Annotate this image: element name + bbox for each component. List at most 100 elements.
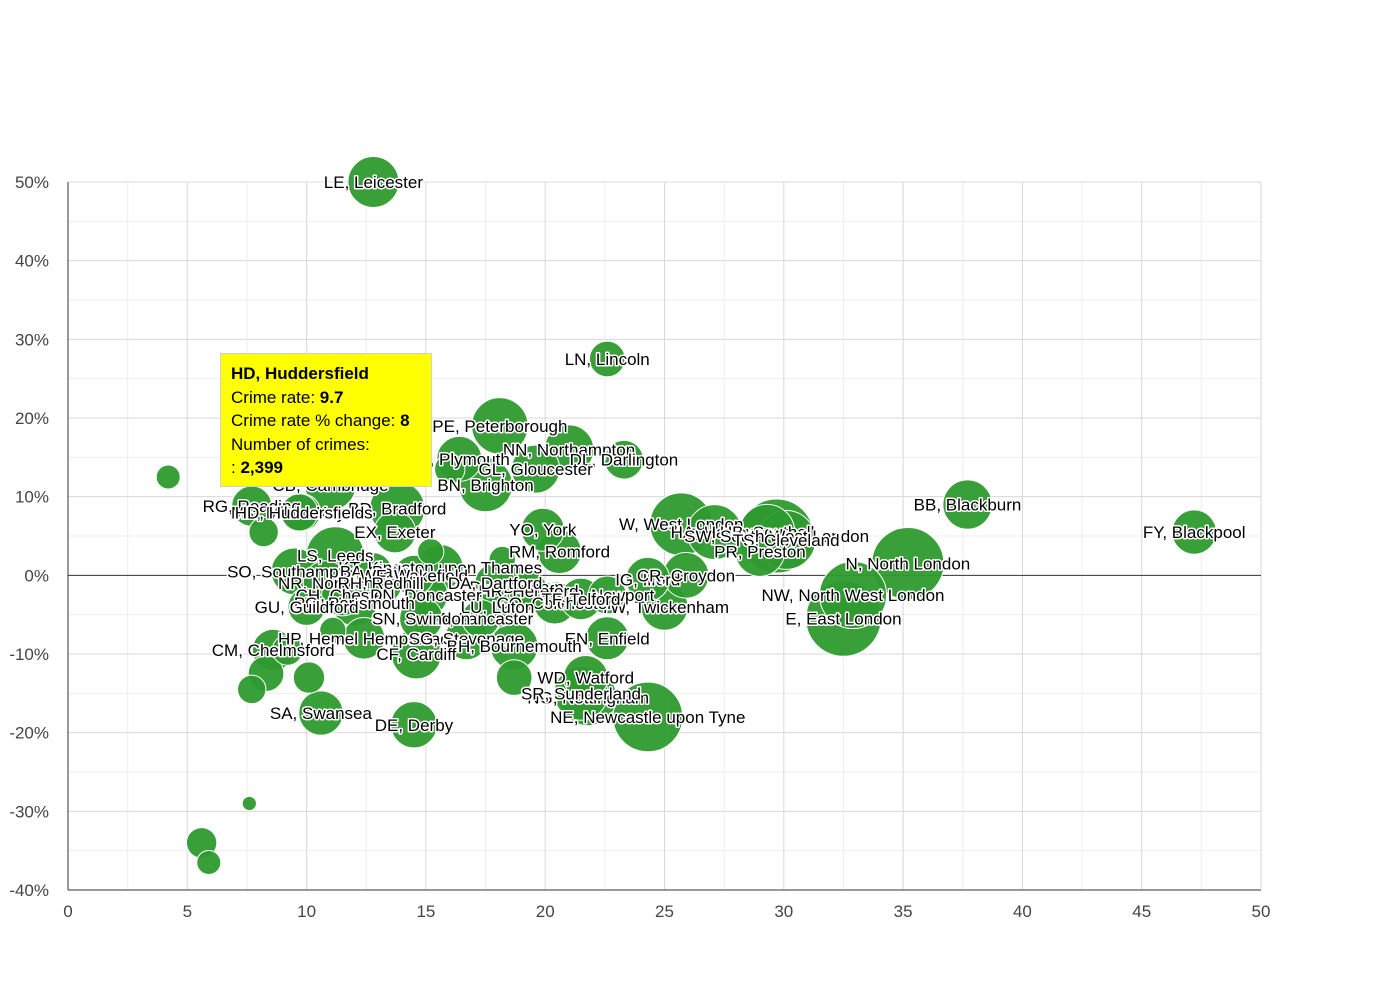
x-tick-label: 5 bbox=[183, 902, 192, 921]
bubble-label: NR, Norwich bbox=[278, 574, 373, 593]
bubble bbox=[287, 587, 326, 626]
bubble bbox=[347, 156, 400, 208]
bubble bbox=[625, 556, 671, 602]
bubble-label: SG, Stevenage bbox=[409, 629, 524, 648]
bubble-label: HA, Harrow bbox=[671, 523, 760, 542]
bubble-label: TF, Telford bbox=[541, 590, 620, 609]
bubble bbox=[393, 554, 435, 596]
bubble bbox=[373, 510, 417, 554]
tooltip-count-label: Number of crimes: bbox=[231, 434, 370, 454]
y-tick-label: -20% bbox=[9, 724, 49, 743]
bubble-label: NN, Northampton bbox=[503, 440, 635, 459]
bubble-label: CO, Colchester bbox=[497, 594, 614, 613]
x-tick-label: 30 bbox=[774, 902, 793, 921]
bubble-label: EN, Enfield bbox=[565, 629, 650, 648]
bubble bbox=[241, 795, 257, 812]
bubble-label: KT, Kingston upon Thames bbox=[338, 558, 542, 577]
bubble bbox=[319, 616, 347, 645]
tooltip-change-label: Crime rate % change: bbox=[231, 411, 401, 430]
bubble-label: NP, Newport bbox=[560, 586, 654, 605]
bubble bbox=[417, 538, 445, 566]
bubble-label: BH, Bournemouth bbox=[447, 637, 582, 656]
bubbles bbox=[155, 156, 1217, 875]
x-tick-label: 40 bbox=[1013, 902, 1032, 921]
tooltip-rate-value: 9.7 bbox=[319, 387, 344, 407]
tick-labels: 0 5 10 15 20 25 30 35 40 45 50 50% 40% 30% 20% 10% 0% -10… bbox=[9, 173, 1270, 921]
bubble-label: RG, Reading bbox=[203, 497, 301, 516]
bubble bbox=[271, 634, 304, 666]
bubble-label: WF, Wakefield bbox=[360, 566, 468, 585]
bubble-label: CR, Croydon bbox=[637, 566, 735, 585]
bubble bbox=[1171, 509, 1217, 555]
bubble-label: LE, Leicester bbox=[324, 173, 424, 192]
bubble bbox=[248, 516, 279, 548]
bubble bbox=[588, 340, 626, 378]
y-tick-label: -10% bbox=[9, 645, 49, 664]
bubble-label: TS, Cleveland bbox=[733, 531, 840, 550]
bubble bbox=[508, 571, 549, 611]
bubble-label: PO, Portsmouth bbox=[294, 594, 415, 613]
bubble-label: UB, Southall bbox=[720, 523, 815, 542]
bubble-label: DA, Dartford bbox=[448, 574, 542, 593]
bubble-label: MK, Milton Keynes bbox=[231, 503, 373, 522]
x-tick-label: 15 bbox=[416, 902, 435, 921]
y-tick-label: 50% bbox=[15, 173, 49, 192]
bubble-label: BD, Bradford bbox=[348, 499, 446, 518]
bubble-label: SN, Swindon bbox=[372, 610, 470, 629]
bubble-label: GL, Gloucester bbox=[478, 460, 593, 479]
bubble-label: BN, Brighton bbox=[437, 476, 533, 495]
bubble-label: NG, Nottingham bbox=[527, 688, 649, 707]
bubble bbox=[237, 674, 267, 705]
bubble bbox=[292, 661, 326, 694]
tooltip-rate-row: Crime rate: 9.7 bbox=[231, 386, 421, 410]
bubble bbox=[612, 681, 684, 753]
bubble bbox=[734, 526, 786, 577]
bubble-label: CF, Cardiff bbox=[376, 645, 456, 664]
y-tick-label: 30% bbox=[15, 330, 49, 349]
bubble-label: LN, Lincoln bbox=[565, 350, 650, 369]
bubble-label: E, East London bbox=[785, 610, 901, 629]
bubble-label: EX, Exeter bbox=[354, 523, 436, 542]
bubble bbox=[686, 504, 743, 560]
bubble-label: RM, Romford bbox=[509, 543, 610, 562]
bubble-label: HP, Hemel Hempstead bbox=[278, 629, 450, 648]
y-tick-label: 0% bbox=[24, 566, 49, 585]
y-tick-label: -40% bbox=[9, 881, 49, 900]
y-tick-label: 10% bbox=[15, 488, 49, 507]
y-tick-label: 40% bbox=[15, 252, 49, 271]
bubble-label: HR, Hereford bbox=[478, 582, 578, 601]
bubble-label: W, West London bbox=[619, 515, 743, 534]
x-tick-label: 0 bbox=[63, 902, 72, 921]
bubble-label: SR, Sunderland bbox=[521, 684, 641, 703]
bubble bbox=[585, 616, 630, 661]
bubble-label: DH, Durham bbox=[469, 578, 563, 597]
bubble bbox=[604, 439, 644, 480]
bubble bbox=[155, 464, 181, 490]
bubble bbox=[520, 507, 565, 552]
bubble bbox=[461, 599, 501, 639]
bubble-label: DN, Doncaster bbox=[370, 586, 482, 605]
bubble-label: NW, North West London bbox=[761, 586, 944, 605]
tooltip-change-value: 8 bbox=[400, 411, 410, 430]
x-tick-label: 50 bbox=[1252, 902, 1271, 921]
bubble-label: SO, Southampton bbox=[227, 562, 362, 581]
bubble-label: NE, Newcastle upon Tyne bbox=[550, 708, 745, 727]
bubble-label: GU, Guildford bbox=[255, 598, 359, 617]
tooltip-count-row: : 2,399 bbox=[231, 456, 421, 480]
x-tick-label: 35 bbox=[894, 902, 913, 921]
x-tick-label: 25 bbox=[655, 902, 674, 921]
bubble-label: DL, Darlington bbox=[570, 451, 679, 470]
bubble bbox=[495, 659, 533, 696]
bubble-label: BA, Bath bbox=[340, 562, 407, 581]
x-tick-label: 10 bbox=[297, 902, 316, 921]
bubble-label: PR, Preston bbox=[714, 543, 806, 562]
bubble-label: YO, York bbox=[509, 521, 577, 540]
bubble-label: WD, Watford bbox=[537, 669, 634, 688]
x-tick-label: 20 bbox=[536, 902, 555, 921]
bubble-label: LU, Luton bbox=[461, 598, 535, 617]
bubble bbox=[587, 575, 627, 615]
bubble-label: DE, Derby bbox=[375, 716, 454, 735]
tooltip-count-prefix: : bbox=[231, 458, 241, 477]
tooltip-title: HD, Huddersfield bbox=[231, 364, 369, 383]
